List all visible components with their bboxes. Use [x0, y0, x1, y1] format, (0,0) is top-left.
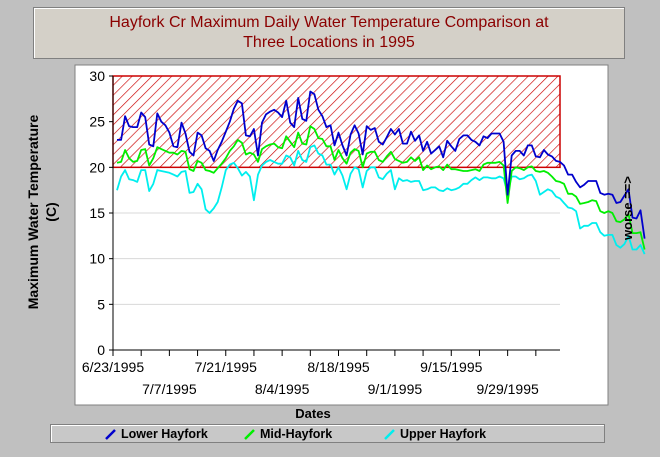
legend-item-lower-hayfork: Lower Hayfork	[105, 425, 208, 442]
threshold-band	[112, 75, 561, 169]
x-axis-title: Dates	[295, 406, 330, 421]
y-axis-title-line-2: (C)	[43, 202, 59, 221]
x-ticks: 6/23/1995 7/21/1995 8/18/1995 9/15/1995 7/7/…	[82, 350, 539, 397]
series-line-lower-hayfork	[117, 90, 646, 239]
y-tick-label: 0	[97, 342, 105, 358]
legend-label-lower: Lower Hayfork	[121, 426, 208, 441]
chart-title-line-1: Hayfork Cr Maximum Daily Water Temperatu…	[109, 14, 549, 31]
legend-label-mid: Mid-Hayfork	[260, 426, 333, 441]
x-tick-label: 6/23/1995	[82, 359, 144, 375]
x-tick-label: 8/4/1995	[255, 381, 310, 397]
worse-direction-label: worse ==>	[620, 176, 635, 241]
legend-swatch-lower	[105, 428, 116, 440]
legend-swatch-upper	[384, 428, 395, 440]
y-tick-label: 20	[89, 159, 105, 175]
y-ticks: 0 5 10 15 20 25 30	[89, 68, 113, 358]
legend-item-mid-hayfork: Mid-Hayfork	[244, 425, 332, 442]
x-tick-label: 8/18/1995	[307, 359, 369, 375]
y-tick-label: 30	[89, 68, 105, 84]
x-tick-label: 9/15/1995	[420, 359, 482, 375]
chart-title-line-2: Three Locations in 1995	[243, 34, 415, 51]
x-tick-label: 7/7/1995	[142, 381, 197, 397]
legend: Lower Hayfork Mid-Hayfork Upper Hayfork	[50, 424, 605, 443]
threshold-band-rect	[112, 75, 561, 169]
series-line-mid-hayfork	[116, 125, 646, 250]
legend-swatch-mid	[244, 428, 255, 440]
y-tick-label: 15	[89, 205, 105, 221]
y-tick-label: 25	[89, 114, 105, 130]
legend-label-upper: Upper Hayfork	[400, 426, 487, 441]
chart-title-box: Hayfork Cr Maximum Daily Water Temperatu…	[33, 7, 625, 59]
x-tick-label: 7/21/1995	[195, 359, 257, 375]
legend-item-upper-hayfork: Upper Hayfork	[384, 425, 486, 442]
y-tick-label: 10	[89, 251, 105, 267]
series-line-upper-hayfork	[116, 144, 646, 255]
x-tick-label: 9/29/1995	[477, 381, 539, 397]
y-axis-title-line-1: Maximum Water Temperature	[25, 115, 41, 310]
series	[116, 90, 646, 255]
y-tick-label: 5	[97, 296, 105, 312]
x-tick-label: 9/1/1995	[368, 381, 423, 397]
